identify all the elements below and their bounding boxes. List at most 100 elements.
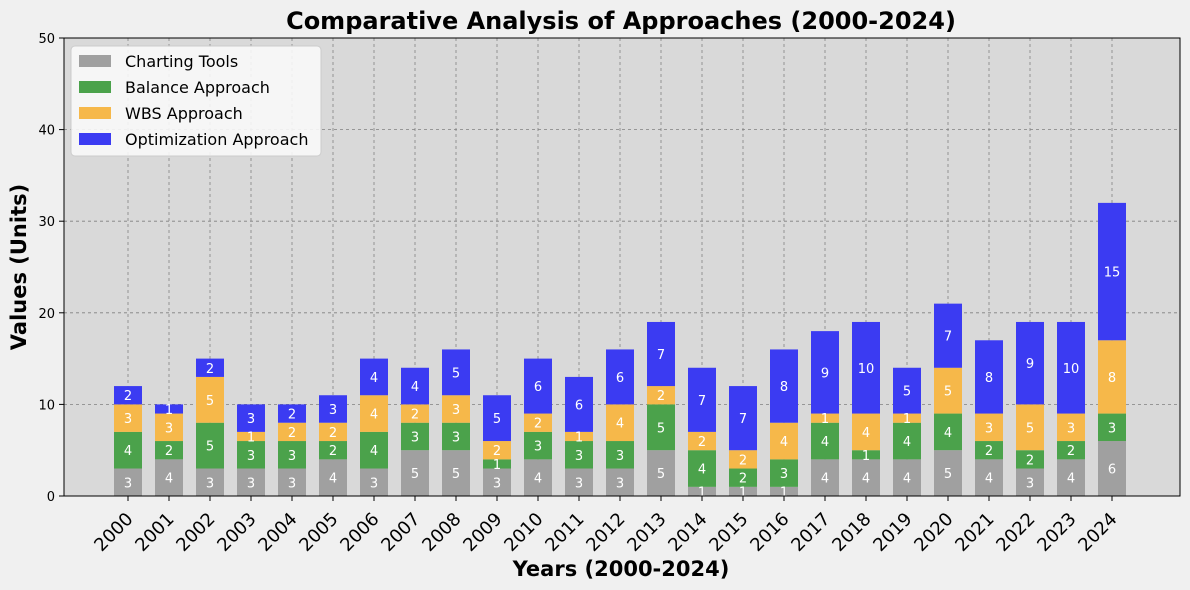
bar-optimization-approach: [811, 331, 839, 414]
legend-box: [70, 45, 322, 157]
data-label-balance-approach: 5: [206, 440, 214, 455]
bar-optimization-approach: [155, 404, 183, 414]
bar-balance-approach: [975, 441, 1003, 460]
bar-wbs-approach: [893, 413, 921, 423]
data-label-balance-approach: 3: [411, 430, 419, 445]
bar-balance-approach: [442, 422, 470, 451]
bar-wbs-approach: [114, 404, 142, 432]
bar-balance-approach: [1016, 450, 1044, 469]
bar-wbs-approach: [196, 376, 224, 423]
bar-balance-approach: [852, 450, 880, 460]
data-label-balance-approach: 2: [165, 444, 173, 459]
bar-charting-tools: [647, 450, 675, 496]
data-label-wbs-approach: 8: [1108, 371, 1116, 386]
data-label-charting-tools: 1: [698, 485, 706, 500]
data-label-optimization-approach: 2: [206, 362, 214, 377]
bar-wbs-approach: [688, 431, 716, 451]
data-label-balance-approach: 1: [862, 449, 870, 464]
bar-balance-approach: [606, 441, 634, 469]
bar-balance-approach: [1057, 441, 1085, 460]
data-label-wbs-approach: 2: [739, 453, 747, 468]
bar-optimization-approach: [1057, 321, 1085, 414]
data-label-charting-tools: 3: [124, 476, 132, 491]
data-label-wbs-approach: 3: [124, 412, 132, 427]
bar-wbs-approach: [606, 404, 634, 442]
bar-optimization-approach: [278, 404, 306, 423]
bar-wbs-approach: [1016, 404, 1044, 451]
data-label-charting-tools: 6: [1108, 463, 1116, 478]
data-label-balance-approach: 3: [247, 449, 255, 464]
data-label-optimization-approach: 6: [616, 371, 624, 386]
data-label-balance-approach: 4: [944, 426, 952, 441]
bar-charting-tools: [114, 468, 142, 496]
bar-optimization-approach: [196, 358, 224, 377]
bar-optimization-approach: [852, 321, 880, 414]
data-label-charting-tools: 1: [739, 485, 747, 500]
data-label-wbs-approach: 2: [411, 408, 419, 423]
data-label-wbs-approach: 5: [944, 385, 952, 400]
data-label-wbs-approach: 5: [1026, 421, 1034, 436]
bar-optimization-approach: [770, 349, 798, 423]
bar-optimization-approach: [360, 358, 388, 396]
data-label-charting-tools: 3: [575, 476, 583, 491]
data-label-charting-tools: 4: [903, 472, 911, 487]
bar-charting-tools: [401, 450, 429, 496]
data-label-wbs-approach: 4: [780, 435, 788, 450]
bar-balance-approach: [934, 413, 962, 451]
bar-charting-tools: [196, 468, 224, 496]
data-label-charting-tools: 3: [616, 476, 624, 491]
data-label-wbs-approach: 3: [1067, 421, 1075, 436]
data-label-optimization-approach: 5: [903, 385, 911, 400]
data-label-optimization-approach: 8: [780, 380, 788, 395]
bar-optimization-approach: [442, 349, 470, 396]
bar-wbs-approach: [319, 422, 347, 442]
data-label-optimization-approach: 3: [247, 412, 255, 427]
bar-optimization-approach: [688, 367, 716, 432]
legend-swatch: [79, 133, 111, 145]
data-label-balance-approach: 2: [985, 444, 993, 459]
bar-wbs-approach: [1057, 413, 1085, 442]
data-label-charting-tools: 4: [534, 472, 542, 487]
bar-wbs-approach: [524, 413, 552, 432]
bar-wbs-approach: [934, 367, 962, 414]
bar-charting-tools: [360, 468, 388, 496]
bar-wbs-approach: [811, 413, 839, 423]
bar-balance-approach: [893, 422, 921, 460]
data-label-wbs-approach: 1: [575, 430, 583, 445]
data-label-balance-approach: 2: [1067, 444, 1075, 459]
data-label-optimization-approach: 7: [739, 412, 747, 427]
data-label-balance-approach: 3: [452, 430, 460, 445]
bar-charting-tools: [975, 459, 1003, 496]
data-label-charting-tools: 4: [862, 472, 870, 487]
bar-balance-approach: [360, 431, 388, 469]
data-label-charting-tools: 4: [165, 472, 173, 487]
data-label-charting-tools: 1: [780, 485, 788, 500]
data-label-balance-approach: 4: [370, 444, 378, 459]
bar-charting-tools: [442, 450, 470, 496]
data-label-wbs-approach: 3: [452, 403, 460, 418]
bar-balance-approach: [155, 441, 183, 460]
bar-wbs-approach: [565, 431, 593, 442]
data-label-balance-approach: 3: [288, 449, 296, 464]
bar-optimization-approach: [975, 340, 1003, 414]
bar-charting-tools: [852, 459, 880, 496]
bar-charting-tools: [893, 459, 921, 496]
data-label-charting-tools: 3: [370, 476, 378, 491]
data-label-wbs-approach: 1: [247, 430, 255, 445]
bar-balance-approach: [811, 422, 839, 460]
data-label-optimization-approach: 7: [944, 330, 952, 345]
bar-wbs-approach: [278, 422, 306, 442]
data-label-charting-tools: 3: [1026, 476, 1034, 491]
data-label-balance-approach: 3: [780, 467, 788, 482]
bar-wbs-approach: [1098, 340, 1126, 414]
x-axis-label: Years (2000-2024): [512, 557, 730, 581]
bar-charting-tools: [811, 459, 839, 496]
bar-wbs-approach: [360, 395, 388, 432]
bar-charting-tools: [319, 459, 347, 496]
bar-wbs-approach: [852, 413, 880, 451]
bar-wbs-approach: [647, 386, 675, 405]
data-label-optimization-approach: 3: [329, 403, 337, 418]
data-label-wbs-approach: 2: [657, 389, 665, 404]
